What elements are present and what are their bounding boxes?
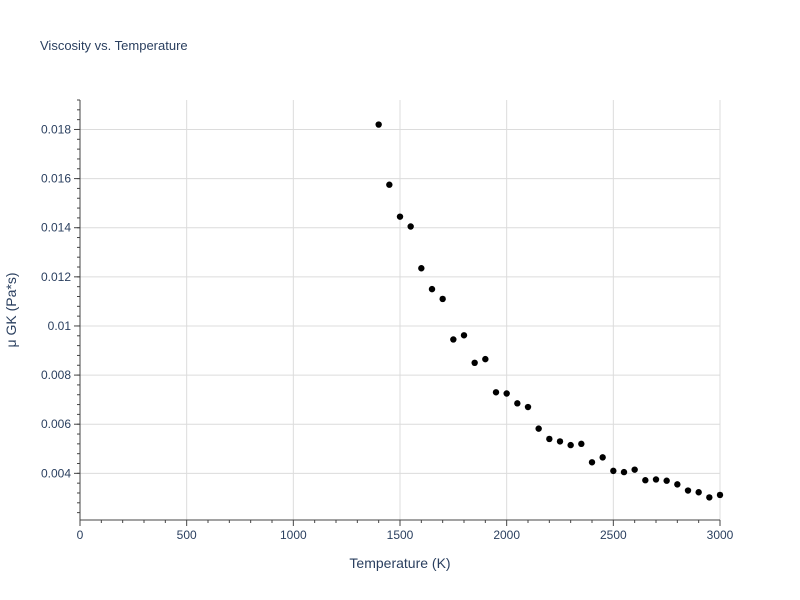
data-point	[588, 459, 596, 466]
data-point	[631, 466, 638, 473]
data-point	[524, 403, 532, 411]
data-point	[620, 468, 628, 476]
data-point	[546, 435, 553, 443]
data-point	[556, 438, 564, 445]
x-tick-label: 0	[77, 528, 84, 542]
data-point	[610, 467, 617, 475]
data-point	[652, 476, 660, 483]
data-point	[471, 359, 478, 367]
data-point	[492, 389, 500, 396]
data-point	[428, 285, 436, 293]
data-point	[578, 440, 585, 448]
data-point	[439, 295, 446, 303]
x-tick-label: 2500	[600, 528, 627, 542]
y-axis-title: μ GK (Pa*s)	[3, 273, 19, 348]
data-point	[706, 494, 713, 501]
y-tick-label: 0.006	[41, 417, 71, 431]
axes	[74, 99, 721, 526]
grid	[80, 100, 721, 520]
data-point	[503, 390, 510, 397]
chart-title: Viscosity vs. Temperature	[40, 38, 188, 53]
data-point	[407, 223, 414, 230]
data-point	[567, 441, 574, 449]
data-point	[535, 425, 542, 432]
x-tick-label: 2000	[493, 528, 520, 542]
y-tick-label: 0.004	[41, 466, 71, 480]
data-point	[695, 489, 702, 496]
data-point	[599, 454, 606, 461]
y-tick-label: 0.012	[41, 270, 71, 284]
x-tick-label: 3000	[707, 528, 734, 542]
y-tick-label: 0.008	[41, 368, 71, 382]
data-point	[418, 265, 425, 272]
data-point	[386, 181, 393, 188]
data-point	[642, 477, 649, 484]
data-point	[450, 336, 457, 343]
data-point	[716, 491, 724, 499]
x-tick-label: 1500	[387, 528, 414, 542]
data-points	[375, 121, 724, 501]
data-point	[663, 477, 670, 484]
data-point	[482, 355, 489, 363]
y-tick-label: 0.018	[41, 122, 71, 136]
data-point	[514, 400, 521, 407]
data-point	[375, 121, 382, 128]
x-tick-label: 1000	[280, 528, 307, 542]
x-tick-label: 500	[177, 528, 197, 542]
y-tick-label: 0.016	[41, 172, 71, 186]
x-axis-title: Temperature (K)	[349, 555, 450, 571]
tick-labels: 0 500 1000 1500 2000 2500 3000 0.004 0.006 0.008 0…	[41, 122, 734, 542]
y-tick-label: 0.014	[41, 221, 71, 235]
data-point	[460, 332, 468, 339]
y-tick-label: 0.01	[48, 319, 72, 333]
data-point	[396, 213, 404, 220]
data-point	[684, 487, 692, 494]
data-point	[674, 481, 681, 488]
